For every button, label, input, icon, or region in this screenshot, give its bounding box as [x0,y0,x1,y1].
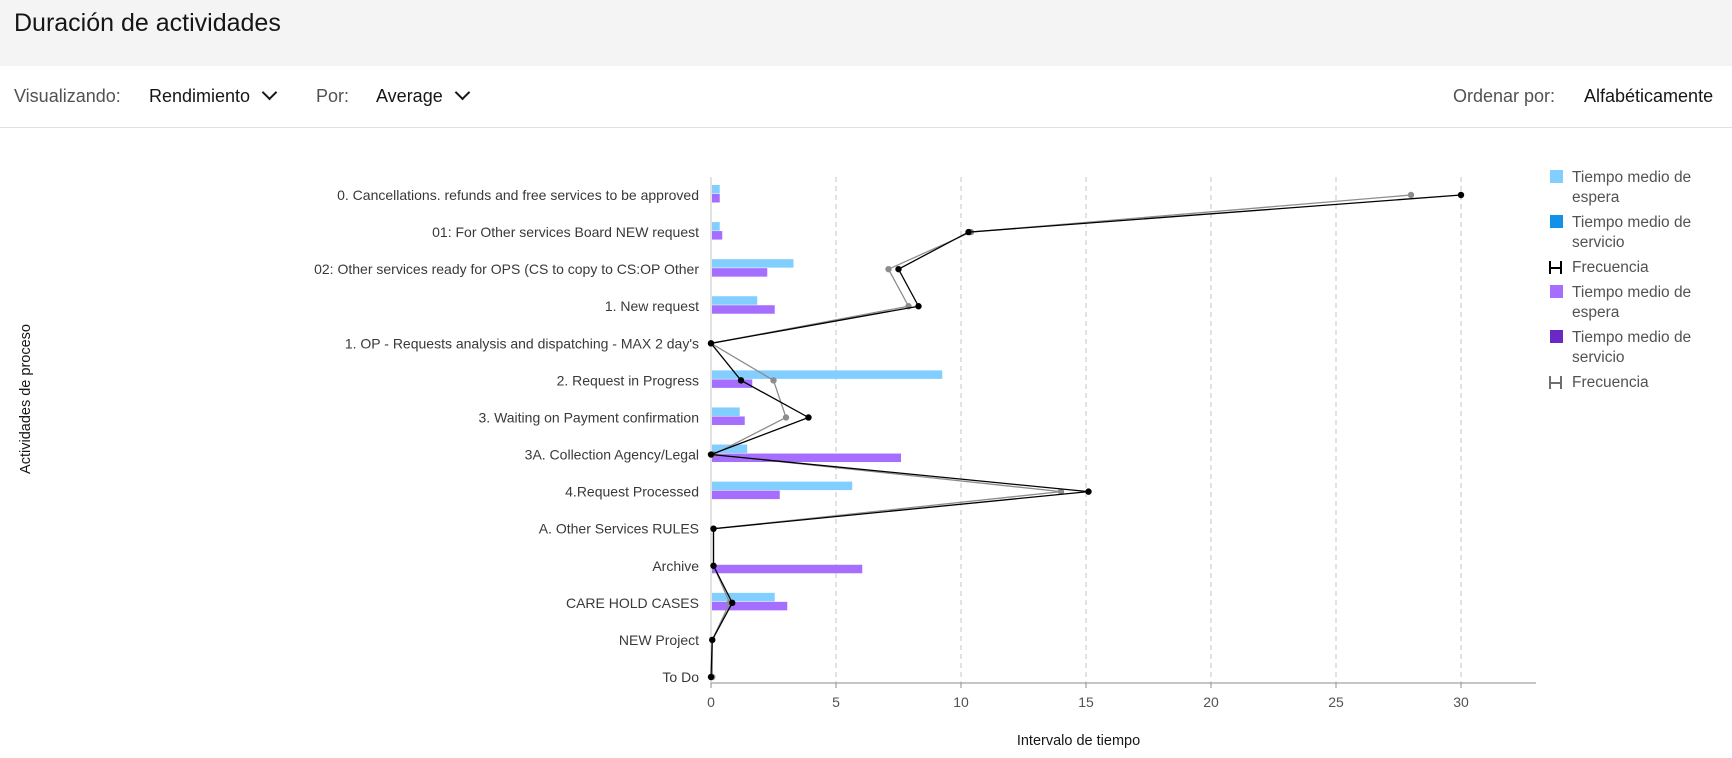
legend-item[interactable]: Tiempo medio de espera [1548,283,1732,323]
frequency-point [710,525,717,532]
frequency-point [707,673,715,681]
frequency-point [915,303,922,310]
category-label: 1. New request [605,298,699,314]
x-tick-label: 5 [832,694,840,710]
category-label: A. Other Services RULES [539,521,699,537]
category-label: 3. Waiting on Payment confirmation [479,409,699,425]
legend-label: Tiempo medio de espera [1572,284,1692,321]
category-label: 01: For Other services Board NEW request [432,224,699,240]
category-label: 2. Request in Progress [557,372,699,388]
bar [712,370,943,379]
frequency-point [710,562,717,569]
page-title: Duración de actividades [14,9,281,37]
legend-label: Tiempo medio de servicio [1572,329,1692,366]
bar [712,231,723,240]
by-label: Por: [316,86,350,106]
x-axis-title: Intervalo de tiempo [1017,733,1140,749]
frequency-point [737,377,745,384]
bar [712,407,740,416]
legend-item[interactable]: Tiempo medio de espera [1548,168,1732,208]
category-label: 4.Request Processed [565,484,699,500]
bar [712,453,901,463]
x-tick-label: 10 [953,694,969,710]
bar [712,194,720,203]
legend-swatch [1550,170,1563,183]
x-tick-label: 0 [707,694,715,710]
legend-label: Frecuencia [1572,259,1649,276]
by-dropdown[interactable]: Average [376,66,470,127]
sort-dropdown[interactable]: Alfabéticamente [1584,66,1713,127]
chevron-down-icon [261,84,278,101]
bar [712,268,768,277]
legend-item[interactable]: Tiempo medio de servicio [1548,328,1732,368]
frequency-point [1457,191,1465,199]
legend-label: Tiempo medio de servicio [1572,214,1692,251]
category-label: To Do [662,669,699,685]
bar [712,601,788,611]
category-label: 3A. Collection Agency/Legal [525,447,699,463]
frequency-point [805,414,812,421]
frequency-point [885,265,892,273]
legend-swatch [1550,215,1563,228]
legend-item[interactable]: Frecuencia [1548,373,1732,393]
duration-chart: 0 5 10 15 20 25 30 0. Cancellations. refunds an… [18,177,1536,749]
category-label: 02: Other services ready for OPS (CS to … [314,261,699,277]
x-tick-label: 15 [1078,694,1094,710]
legend-bracket-icon [1549,376,1562,389]
y-axis-title: Actividades de proceso [18,324,34,474]
sort-label: Ordenar por: [1453,86,1556,106]
frequency-line [709,194,1462,678]
frequency-point [707,451,715,458]
legend-label: Frecuencia [1572,374,1649,391]
category-label: 1. OP - Requests analysis and dispatchin… [345,335,699,351]
frequency-point [895,265,902,273]
frequency-point [965,228,972,236]
viewing-dropdown[interactable]: Rendimiento [149,66,278,127]
page-header: Duración de actividades [0,0,1732,66]
by-value: Average [376,86,443,106]
legend-swatch [1550,330,1563,343]
bar [712,490,780,500]
bar [712,305,775,314]
frequency-point [770,377,777,384]
bar [712,592,775,602]
bar [712,416,745,425]
bar [712,259,794,268]
viewing-label: Visualizando: [14,86,121,106]
sort-value: Alfabéticamente [1584,86,1714,106]
bar [712,296,758,305]
chart-legend: Tiempo medio de espera Tiempo medio de se… [1548,168,1732,398]
legend-label: Tiempo medio de espera [1572,169,1692,206]
bar [712,379,753,388]
viewing-value: Rendimiento [149,86,251,106]
frequency-point [782,414,790,421]
frequency-point [707,340,715,347]
frequency-point [709,636,716,644]
legend-swatch [1550,285,1563,298]
category-label: 0. Cancellations. refunds and free servi… [337,187,699,203]
frequency-line [709,194,1412,677]
bar [712,481,853,491]
frequency-point [1057,488,1065,495]
frequency-point [1407,191,1415,199]
frequency-point [1085,488,1092,495]
legend-item[interactable]: Tiempo medio de servicio [1548,213,1732,253]
chevron-down-icon [454,84,470,101]
bar [712,185,720,194]
bar [712,222,720,231]
legend-item[interactable]: Frecuencia [1548,258,1732,278]
bar [712,444,748,454]
x-tick-label: 30 [1453,694,1469,710]
bar [712,564,863,574]
category-label: Archive [652,558,699,574]
category-label: CARE HOLD CASES [566,595,699,611]
legend-bracket-icon [1549,261,1562,274]
x-tick-label: 25 [1328,694,1344,710]
category-label: NEW Project [619,632,699,648]
x-tick-label: 20 [1203,694,1219,710]
frequency-point [729,599,736,607]
toolbar: Visualizando: Rendimiento Por: Average O… [0,66,1732,128]
